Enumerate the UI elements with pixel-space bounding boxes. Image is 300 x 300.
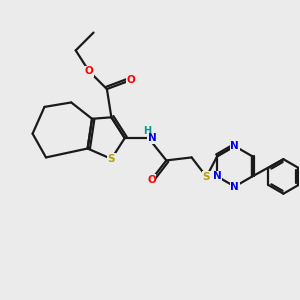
Text: O: O (126, 75, 135, 85)
Text: O: O (147, 175, 156, 185)
Text: S: S (108, 154, 115, 164)
Text: N: N (148, 133, 157, 143)
Text: S: S (203, 172, 210, 182)
Text: H: H (143, 126, 151, 136)
Text: N: N (230, 141, 239, 151)
Text: O: O (85, 66, 93, 76)
Text: N: N (213, 172, 222, 182)
Text: N: N (230, 182, 239, 192)
